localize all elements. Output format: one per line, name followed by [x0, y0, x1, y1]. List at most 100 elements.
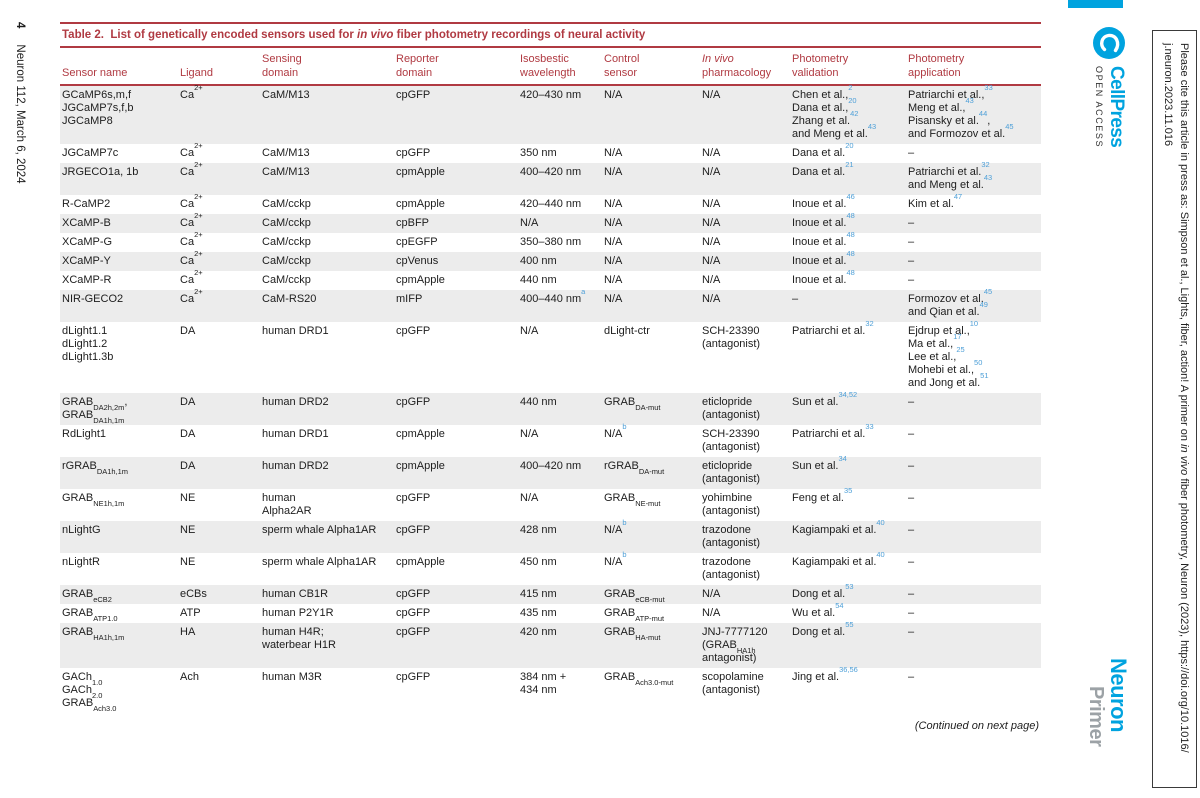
cell-photometry-application: Kim et al.47 — [908, 191, 963, 210]
cell-in-vivo-pharmacology: N/A — [702, 255, 721, 267]
table-row: R-CaMP2 Ca2+ CaM/cckp cpmApple 420–440 n… — [60, 191, 1041, 214]
cell-sensor-name: JRGECO1a, 1b — [62, 166, 139, 178]
cell-sensor-name: dLight1.1 dLight1.2 dLight1.3b — [62, 325, 114, 363]
cell-sensing-domain: human DRD2 — [262, 396, 329, 408]
cell-photometry-validation: Kagiampaki et al.40 — [792, 517, 885, 536]
page-footer-vertical: 4 Neuron 112, March 6, 2024 — [11, 22, 26, 282]
page-number: 4 — [14, 22, 26, 29]
cellpress-wordmark: CellPress — [1106, 66, 1127, 148]
cell-sensing-domain: CaM/M13 — [262, 166, 310, 178]
cell-ligand: HA — [180, 626, 196, 638]
cell-in-vivo-pharmacology: trazodone (antagonist) — [702, 556, 761, 581]
cell-photometry-validation: Patriarchi et al.33 — [792, 421, 874, 440]
sensors-table-section: Table 2. List of genetically encoded sen… — [60, 22, 1041, 732]
cell-ligand: NE — [180, 556, 196, 568]
cell-photometry-application: – — [908, 147, 915, 159]
table-head: Sensor name Ligand Sensing domain Reporter do… — [60, 48, 1041, 86]
cell-photometry-validation: Chen et al.,2 Dana et al.,20 Zhang et al.4… — [792, 82, 877, 140]
cell-ligand: Ca2+ — [180, 82, 203, 101]
cell-photometry-application: – — [908, 556, 915, 568]
cell-sensing-domain: CaM/cckp — [262, 217, 311, 229]
cell-photometry-application: – — [908, 236, 915, 248]
cell-sensor-name: GRABDA2h,2m, GRABDA1h,1m — [62, 396, 128, 426]
cell-control-sensor: N/A — [604, 236, 623, 248]
column-header: Photometry application — [906, 48, 1041, 86]
cell-control-sensor: N/A — [604, 147, 623, 159]
cell-sensing-domain: human DRD2 — [262, 460, 329, 472]
sensors-table: Sensor name Ligand Sensing domain Reporter do… — [60, 48, 1041, 713]
cell-reporter-domain: cpVenus — [396, 255, 439, 267]
cell-photometry-validation: Wu et al.54 — [792, 600, 844, 619]
cell-reporter-domain: cpmApple — [396, 166, 445, 178]
cell-photometry-validation: Inoue et al.48 — [792, 248, 855, 267]
table-row: nLightR NE sperm whale Alpha1AR cpmApple… — [60, 549, 1041, 585]
cell-isosbestic-wavelength: 420–440 nm — [520, 198, 582, 210]
citation-notice-text: Please cite this article in press as: Si… — [1162, 43, 1191, 753]
cell-control-sensor: N/A — [604, 293, 623, 305]
cell-photometry-application: – — [908, 524, 915, 536]
cell-photometry-validation: Jing et al.36,56 — [792, 664, 858, 683]
cell-in-vivo-pharmacology: eticlopride (antagonist) — [702, 460, 761, 485]
cell-sensing-domain: human DRD1 — [262, 325, 329, 337]
table-row: GACh1.0 GACh2.0 GRABAch3.0 Ach human M3R c… — [60, 664, 1041, 714]
cell-in-vivo-pharmacology: N/A — [702, 236, 721, 248]
cell-ligand: DA — [180, 325, 196, 337]
cell-photometry-validation: Dana et al.20 — [792, 140, 854, 159]
cell-ligand: Ca2+ — [180, 191, 203, 210]
cell-isosbestic-wavelength: 350 nm — [520, 147, 557, 159]
cell-isosbestic-wavelength: 415 nm — [520, 588, 557, 600]
cell-isosbestic-wavelength: 440 nm — [520, 274, 557, 286]
table-row: GRABATP1.0 ATP human P2Y1R cpGFP 435 nm … — [60, 600, 1041, 624]
cell-photometry-validation: Dana et al.21 — [792, 159, 854, 178]
table-row: GRABHA1h,1m HA human H4R; waterbear H1R c… — [60, 620, 1041, 668]
cell-reporter-domain: cpGFP — [396, 588, 431, 600]
column-header: Ligand — [178, 48, 260, 86]
cell-control-sensor: GRABHA-mut — [604, 626, 661, 643]
cell-sensor-name: JGCaMP7c — [62, 147, 119, 159]
cell-isosbestic-wavelength: 400–440 nma — [520, 286, 586, 305]
table-header-row: Sensor name Ligand Sensing domain Reporter do… — [60, 48, 1041, 86]
cell-control-sensor: rGRABDA-mut — [604, 460, 665, 477]
cell-isosbestic-wavelength: 350–380 nm — [520, 236, 582, 248]
cell-sensor-name: rGRABDA1h,1m — [62, 460, 128, 477]
cell-reporter-domain: cpmApple — [396, 460, 445, 472]
cell-sensor-name: XCaMP-Y — [62, 255, 111, 267]
column-header: Isosbestic wavelength — [518, 48, 602, 86]
cell-sensor-name: GRABATP1.0 — [62, 607, 118, 624]
open-access-label: OPEN ACCESS — [1094, 66, 1104, 149]
cell-photometry-application: – — [908, 396, 915, 408]
cell-photometry-validation: Sun et al.34,52 — [792, 389, 858, 408]
table-row: GRABNE1h,1m NE human Alpha2AR cpGFP N/A G… — [60, 486, 1041, 521]
cell-sensor-name: GACh1.0 GACh2.0 GRABAch3.0 — [62, 671, 117, 714]
cell-photometry-validation: Kagiampaki et al.40 — [792, 549, 885, 568]
cell-reporter-domain: cpGFP — [396, 89, 431, 101]
cell-photometry-application: – — [908, 607, 915, 619]
cell-sensor-name: RdLight1 — [62, 428, 107, 440]
cell-sensor-name: GRABHA1h,1m — [62, 626, 125, 643]
cell-sensing-domain: sperm whale Alpha1AR — [262, 556, 377, 568]
cell-control-sensor: GRABATP-mut — [604, 607, 665, 624]
cell-reporter-domain: cpGFP — [396, 671, 431, 683]
cell-ligand: Ach — [180, 671, 199, 683]
table-row: JGCaMP7c Ca2+ CaM/M13 cpGFP 350 nm N/A N… — [60, 140, 1041, 163]
cell-in-vivo-pharmacology: scopolamine (antagonist) — [702, 671, 764, 696]
cell-control-sensor: GRABeCB-mut — [604, 588, 665, 605]
brand-color-bar — [1068, 0, 1123, 8]
table-body: GCaMP6s,m,f JGCaMP7s,f,b JGCaMP8 Ca2+ CaM/… — [60, 82, 1041, 714]
cell-in-vivo-pharmacology: SCH-23390 (antagonist) — [702, 428, 761, 453]
table-row: NIR-GECO2 Ca2+ CaM-RS20 mIFP 400–440 nma… — [60, 286, 1041, 322]
cell-control-sensor: N/A — [604, 198, 623, 210]
cell-control-sensor: N/Ab — [604, 517, 627, 536]
column-header: Sensing domain — [260, 48, 394, 86]
table-row: GCaMP6s,m,f JGCaMP7s,f,b JGCaMP8 Ca2+ CaM/… — [60, 82, 1041, 144]
cell-photometry-validation: Patriarchi et al.32 — [792, 318, 874, 337]
cell-sensing-domain: human M3R — [262, 671, 322, 683]
table-row: RdLight1 DA human DRD1 cpmApple N/A N/Ab… — [60, 421, 1041, 457]
cell-photometry-application: Ejdrup et al.,10 Ma et al.,17 Lee et al.,2… — [908, 318, 989, 389]
cell-sensing-domain: human P2Y1R — [262, 607, 334, 619]
table-row: rGRABDA1h,1m DA human DRD2 cpmApple 400–… — [60, 454, 1041, 489]
cell-sensor-name: nLightR — [62, 556, 100, 568]
cell-ligand: NE — [180, 492, 196, 504]
cell-ligand: Ca2+ — [180, 248, 203, 267]
cell-isosbestic-wavelength: 440 nm — [520, 396, 557, 408]
